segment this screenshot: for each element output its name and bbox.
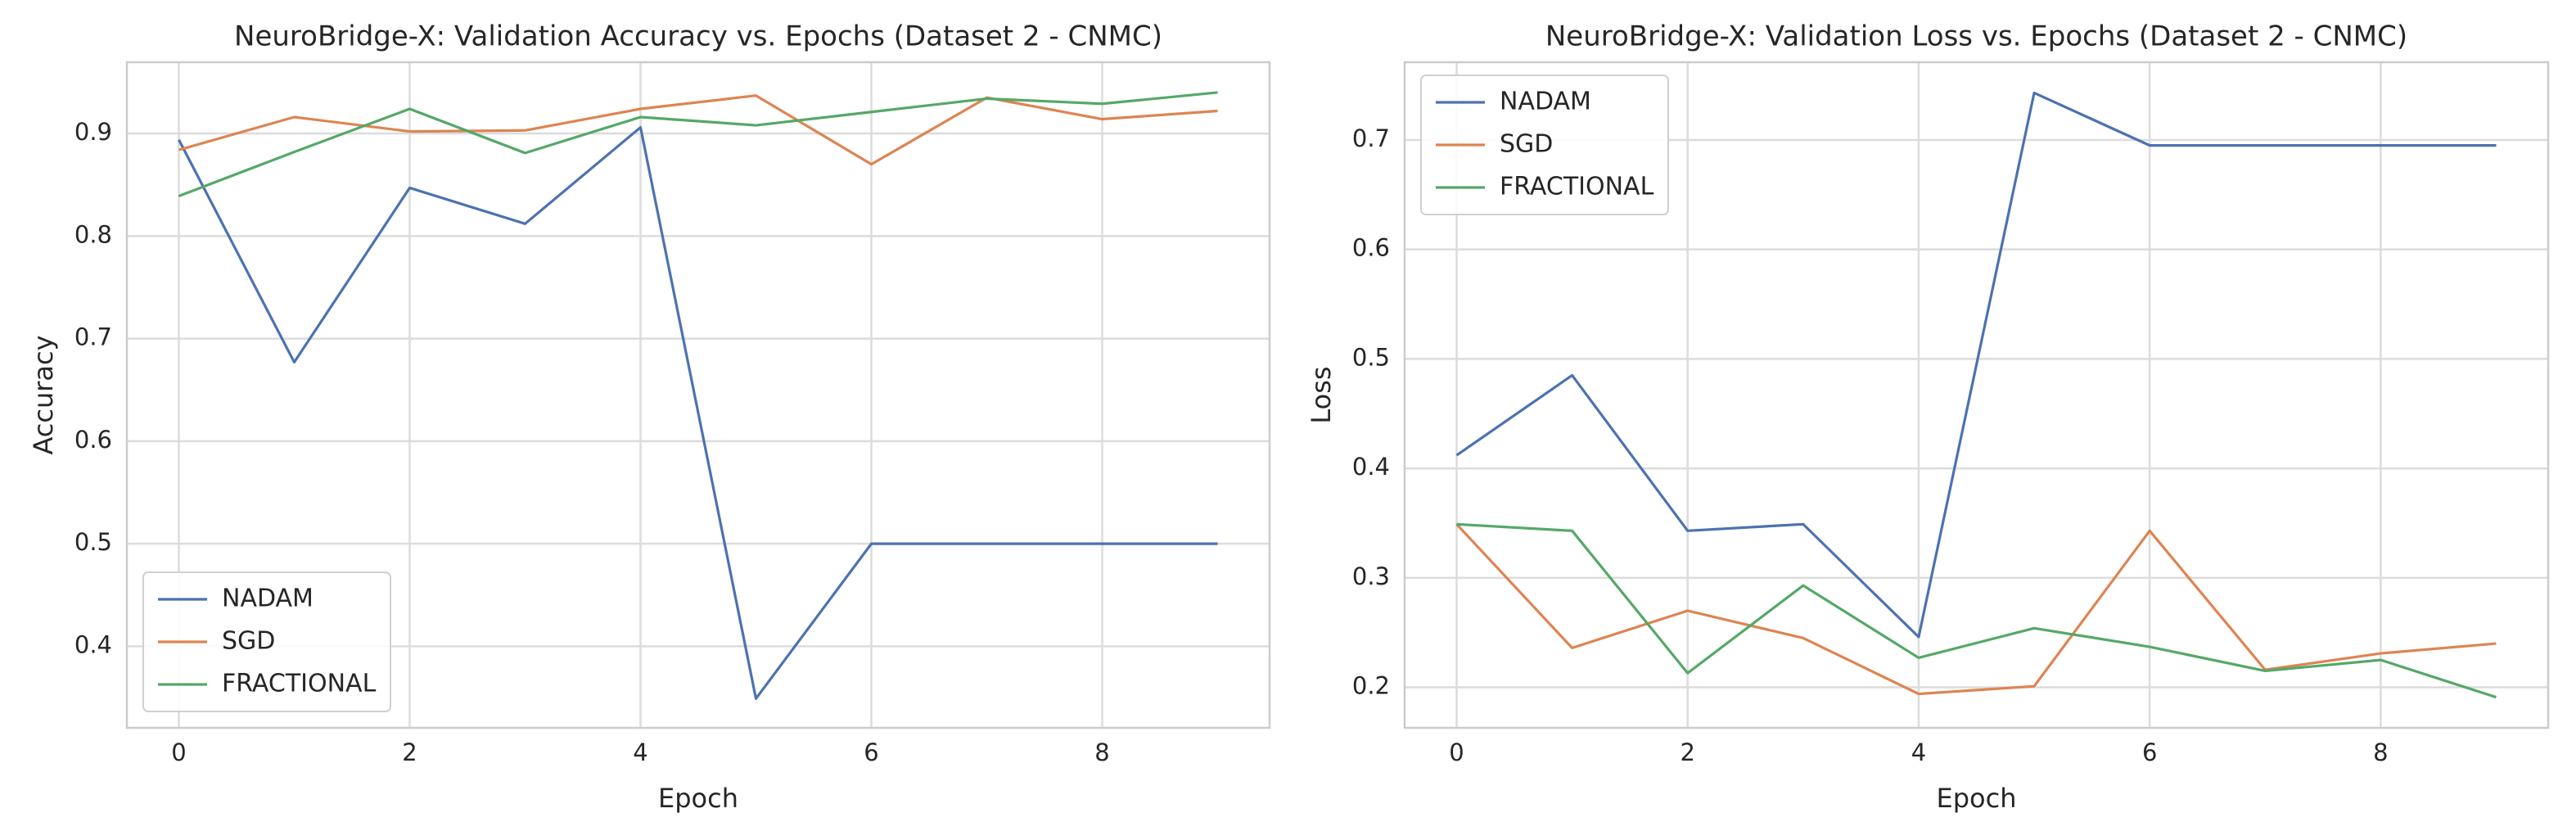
y-tick-label: 0.8 xyxy=(74,220,112,248)
y-tick-label: 0.4 xyxy=(74,630,112,658)
y-tick-label: 0.9 xyxy=(74,118,112,146)
series-line xyxy=(1455,523,2497,696)
chart-title: NeuroBridge-X: Validation Accuracy vs. E… xyxy=(234,20,1162,53)
legend-label: SGD xyxy=(222,627,275,656)
legend-label: FRACTIONAL xyxy=(222,670,377,698)
series-line xyxy=(178,94,1218,166)
legend-label: NADAM xyxy=(222,585,314,613)
y-tick-label: 0.5 xyxy=(74,528,112,556)
x-axis-label: Epoch xyxy=(658,783,738,814)
y-tick-label: 0.3 xyxy=(1352,562,1390,590)
x-tick-label: 4 xyxy=(633,738,647,766)
plot-frame xyxy=(125,61,1271,729)
y-tick-label: 0.6 xyxy=(74,426,112,454)
legend-label: NADAM xyxy=(1500,88,1591,116)
y-axis-label: Loss xyxy=(1306,366,1337,423)
x-tick-label: 2 xyxy=(402,738,417,766)
series-line xyxy=(1456,522,2497,699)
x-tick-label: 0 xyxy=(1449,738,1464,766)
chart-title: NeuroBridge-X: Validation Loss vs. Epoch… xyxy=(1545,20,2407,53)
x-tick-label: 8 xyxy=(2373,738,2388,766)
plot-frame xyxy=(1403,61,2550,729)
legend-label: FRACTIONAL xyxy=(1500,173,1654,201)
series-line xyxy=(178,125,1218,700)
y-tick-label: 0.7 xyxy=(1352,124,1390,152)
series-line xyxy=(1455,91,2497,639)
x-tick-label: 0 xyxy=(171,738,186,766)
x-tick-label: 8 xyxy=(1094,738,1109,766)
y-tick-label: 0.6 xyxy=(1352,234,1390,262)
x-tick-label: 6 xyxy=(864,738,878,766)
legend-box xyxy=(142,571,391,712)
legend-box xyxy=(1420,75,1669,215)
x-axis-label: Epoch xyxy=(1937,783,2017,814)
x-tick-label: 4 xyxy=(1911,738,1926,766)
y-axis-label: Accuracy xyxy=(28,335,59,454)
x-tick-label: 6 xyxy=(2142,738,2157,766)
y-tick-label: 0.2 xyxy=(1352,672,1390,700)
y-tick-label: 0.4 xyxy=(1352,453,1390,481)
legend-label: SGD xyxy=(1500,130,1553,159)
y-tick-label: 0.7 xyxy=(74,323,112,351)
series-line xyxy=(178,91,1218,197)
x-tick-label: 2 xyxy=(1680,738,1694,766)
y-tick-label: 0.5 xyxy=(1352,343,1390,371)
